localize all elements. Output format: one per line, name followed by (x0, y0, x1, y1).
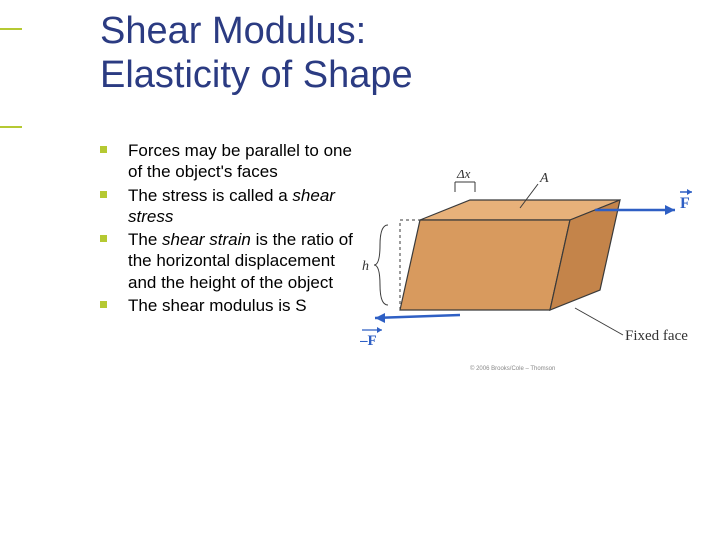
slide-title: Shear Modulus: Elasticity of Shape (100, 10, 413, 97)
bullet-text: The shear modulus is S (128, 296, 307, 315)
title-line-2: Elasticity of Shape (100, 54, 413, 96)
bullet-item: The shear modulus is S (100, 295, 360, 316)
force-minus-f-vector-bar-head (377, 327, 382, 333)
h-brace (374, 225, 388, 305)
shear-diagram-svg: Δx h A F –F Fixed face © 2006 Brooks/Col… (360, 170, 715, 410)
bullet-item: The shear strain is the ratio of the hor… (100, 229, 360, 293)
box-front-face (400, 220, 570, 310)
h-label: h (362, 259, 369, 274)
bullet-square-icon (100, 301, 107, 308)
force-f-label: F (680, 195, 690, 212)
force-minus-f-label: –F (360, 333, 377, 349)
bullet-text: The (128, 230, 162, 249)
shear-diagram: Δx h A F –F Fixed face © 2006 Brooks/Col… (360, 170, 715, 410)
bullet-square-icon (100, 235, 107, 242)
area-label: A (539, 171, 549, 186)
title-line-1: Shear Modulus: (100, 10, 366, 52)
force-minus-f-arrowhead (375, 313, 385, 323)
fixed-face-pointer (575, 308, 623, 335)
bullet-item: The stress is called a shear stress (100, 185, 360, 228)
bullet-item: Forces may be parallel to one of the obj… (100, 140, 360, 183)
bullet-square-icon (100, 146, 107, 153)
accent-line (0, 28, 22, 128)
bullet-square-icon (100, 191, 107, 198)
force-f-arrowhead (665, 205, 675, 215)
bullet-text: Forces may be parallel to one of the obj… (128, 141, 352, 181)
bullet-text: The stress is called a (128, 186, 292, 205)
force-minus-f-vector (375, 315, 460, 318)
dx-label: Δx (456, 170, 471, 181)
content-area: Forces may be parallel to one of the obj… (100, 140, 360, 318)
bullet-text: shear strain (162, 230, 251, 249)
fixed-face-label: Fixed face (625, 328, 688, 344)
diagram-copyright: © 2006 Brooks/Cole – Thomson (470, 365, 555, 372)
bullet-list: Forces may be parallel to one of the obj… (100, 140, 360, 316)
